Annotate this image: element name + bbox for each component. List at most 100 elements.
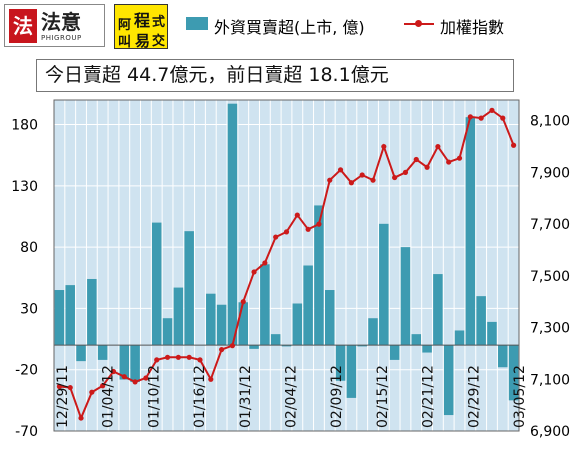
bar-36 [443, 345, 454, 416]
right-axis-label-0: 8,100 [530, 114, 570, 130]
bar-legend-swatch [186, 17, 208, 30]
phigroup-logo-sub: PHIGROUP [41, 34, 82, 42]
bar-29 [368, 318, 378, 346]
x-tick-label-2: 01/10/12 [146, 365, 162, 428]
index-point-1 [67, 384, 73, 391]
index-point-35 [435, 143, 441, 150]
x-tick-label-3: 01/16/12 [192, 365, 208, 428]
bar-40 [487, 321, 497, 346]
bar-11 [173, 287, 184, 346]
index-point-41 [500, 115, 506, 121]
bar-26 [335, 345, 346, 381]
index-point-33 [413, 156, 419, 163]
index-point-37 [456, 155, 463, 161]
right-axis-label-1: 7,900 [530, 165, 570, 181]
index-point-10 [164, 354, 171, 360]
bar-41 [498, 345, 508, 368]
index-point-9 [154, 357, 160, 363]
index-point-28 [359, 172, 365, 178]
index-point-5 [110, 368, 117, 375]
left-axis-label-2: 80 [20, 240, 38, 256]
index-point-38 [467, 114, 473, 120]
bar-37 [454, 330, 465, 346]
x-tick-label-7: 02/15/12 [375, 365, 391, 428]
bar-0 [54, 290, 65, 346]
bar-3 [87, 278, 97, 346]
index-point-15 [219, 346, 225, 353]
right-axis-label-3: 7,500 [530, 269, 570, 285]
bar-27 [346, 345, 357, 398]
index-point-34 [424, 164, 430, 170]
bar-24 [314, 205, 324, 346]
index-point-18 [251, 269, 257, 275]
index-point-4 [100, 383, 106, 389]
bar-7 [130, 345, 140, 382]
x-tick-label-6: 02/09/12 [329, 365, 345, 428]
index-point-11 [175, 354, 181, 360]
bar-21 [281, 345, 292, 347]
index-point-3 [89, 389, 95, 395]
x-tick-label-5: 02/04/12 [284, 365, 300, 428]
bar-34 [422, 345, 432, 353]
index-point-8 [143, 375, 149, 381]
bar-25 [324, 290, 335, 346]
chart-subtitle: 今日賣超 44.7億元，前日賣超 18.1億元 [36, 59, 514, 92]
index-point-12 [186, 354, 192, 360]
bar-18 [249, 345, 259, 349]
program-logo-char-5: 易 [135, 32, 151, 50]
bar-39 [476, 296, 486, 346]
phigroup-logo-name: 法意 [41, 10, 81, 34]
line-legend-label: 加權指數 [440, 18, 505, 37]
bar-33 [411, 334, 422, 346]
index-point-13 [197, 357, 203, 363]
phigroup-logo: 法 法意 PHIGROUP [4, 4, 105, 47]
program-logo-char-6: 交 [152, 34, 166, 49]
index-point-20 [273, 234, 279, 240]
index-point-30 [381, 143, 387, 150]
bar-28 [357, 345, 367, 347]
x-tick-label-9: 02/29/12 [466, 365, 482, 428]
index-point-23 [305, 226, 311, 232]
bar-15 [216, 304, 227, 346]
program-logo-char-1: 阿 [118, 18, 132, 33]
index-point-0 [56, 383, 63, 390]
x-tick-label-1: 01/04/12 [101, 365, 117, 428]
bar-2 [76, 345, 86, 362]
line-legend-dot [415, 20, 422, 27]
bar-35 [433, 274, 443, 346]
left-axis-label-5: -70 [15, 424, 38, 440]
index-point-29 [370, 177, 376, 183]
index-point-19 [262, 260, 268, 266]
bar-1 [65, 285, 75, 346]
bar-14 [206, 293, 216, 346]
program-logo-char-3: 式 [152, 15, 166, 30]
bar-22 [292, 303, 303, 346]
index-point-26 [337, 167, 344, 173]
x-tick-label-8: 02/21/12 [421, 365, 437, 428]
x-tick-label-4: 01/31/12 [238, 365, 254, 428]
right-axis-label-6: 6,900 [530, 424, 570, 440]
index-point-16 [229, 343, 236, 349]
left-axis-label-4: -20 [15, 363, 38, 379]
left-axis-label-1: 130 [11, 179, 38, 195]
bar-19 [260, 264, 270, 346]
bar-20 [270, 334, 281, 346]
index-point-32 [402, 169, 409, 176]
x-tick-label-10: 03/05/12 [512, 365, 528, 428]
index-point-6 [121, 374, 127, 380]
bar-6 [119, 345, 130, 380]
index-point-2 [78, 415, 84, 421]
bar-9 [151, 222, 162, 346]
program-trading-logo: 阿 程 式 叫 易 交 [114, 4, 168, 50]
index-point-24 [316, 221, 322, 227]
bar-32 [400, 247, 411, 346]
bar-10 [162, 318, 173, 346]
index-point-40 [489, 107, 495, 113]
phigroup-logo-mark: 法 [9, 9, 37, 43]
left-axis-label-3: 30 [20, 301, 38, 317]
bar-4 [97, 345, 108, 360]
index-point-21 [283, 229, 290, 235]
program-logo-char-2: 程 [134, 11, 151, 30]
index-point-36 [446, 159, 452, 165]
right-axis-label-4: 7,300 [530, 321, 570, 337]
